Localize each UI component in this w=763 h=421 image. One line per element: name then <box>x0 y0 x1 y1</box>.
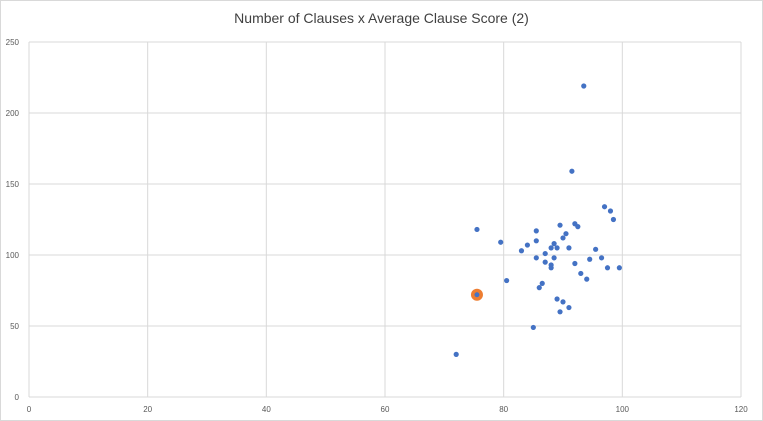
data-point <box>518 248 525 254</box>
data-point <box>575 224 581 230</box>
data-point <box>598 255 605 261</box>
highlight-point-center <box>474 292 480 298</box>
data-point <box>554 245 560 251</box>
data-point <box>584 276 590 282</box>
y-tick-label: 0 <box>15 393 20 402</box>
data-point <box>542 250 548 257</box>
chart-title: Number of Clauses x Average Clause Score… <box>234 10 529 26</box>
data-points <box>453 83 622 357</box>
data-point <box>593 246 599 252</box>
data-point <box>533 238 539 244</box>
data-point <box>601 204 608 210</box>
data-point <box>551 241 557 247</box>
grid-lines <box>28 41 742 398</box>
data-point <box>578 270 584 277</box>
data-point <box>536 285 542 291</box>
data-point <box>504 277 510 284</box>
data-point <box>610 216 617 223</box>
data-point <box>548 262 554 268</box>
data-point <box>569 168 575 174</box>
data-point <box>474 226 480 233</box>
x-tick-label: 0 <box>27 405 32 414</box>
data-point <box>548 245 554 251</box>
data-point <box>453 351 459 357</box>
y-tick-label: 100 <box>6 251 20 260</box>
data-point <box>566 245 572 251</box>
data-point <box>539 280 545 286</box>
y-tick-label: 50 <box>10 322 19 331</box>
data-point <box>560 299 566 305</box>
data-point <box>551 255 557 261</box>
data-point <box>616 265 622 271</box>
data-point <box>581 83 587 89</box>
data-point <box>524 242 531 248</box>
data-point <box>560 235 566 241</box>
data-point <box>587 256 593 262</box>
data-point <box>542 259 548 265</box>
data-point <box>554 296 560 302</box>
data-point <box>530 324 536 331</box>
y-tick-label: 250 <box>6 38 20 47</box>
data-point <box>533 228 539 234</box>
y-tick-label: 200 <box>6 109 20 118</box>
x-tick-label: 120 <box>734 405 748 414</box>
x-tick-label: 20 <box>143 405 152 414</box>
data-point <box>607 208 614 214</box>
y-tick-label: 150 <box>6 180 20 189</box>
data-point <box>563 231 569 237</box>
data-point <box>498 239 504 245</box>
x-tick-label: 40 <box>262 405 271 414</box>
data-point <box>557 222 563 228</box>
axis-tick-labels: 0 20 40 60 80 100 120 0 50 100 150 200 250 <box>6 38 749 414</box>
x-tick-label: 80 <box>499 405 508 414</box>
x-tick-label: 60 <box>381 405 390 414</box>
data-point <box>533 255 539 261</box>
data-point <box>572 260 578 267</box>
x-tick-label: 100 <box>616 405 630 414</box>
data-point <box>557 309 563 315</box>
data-point <box>604 265 611 271</box>
data-point <box>566 304 572 311</box>
